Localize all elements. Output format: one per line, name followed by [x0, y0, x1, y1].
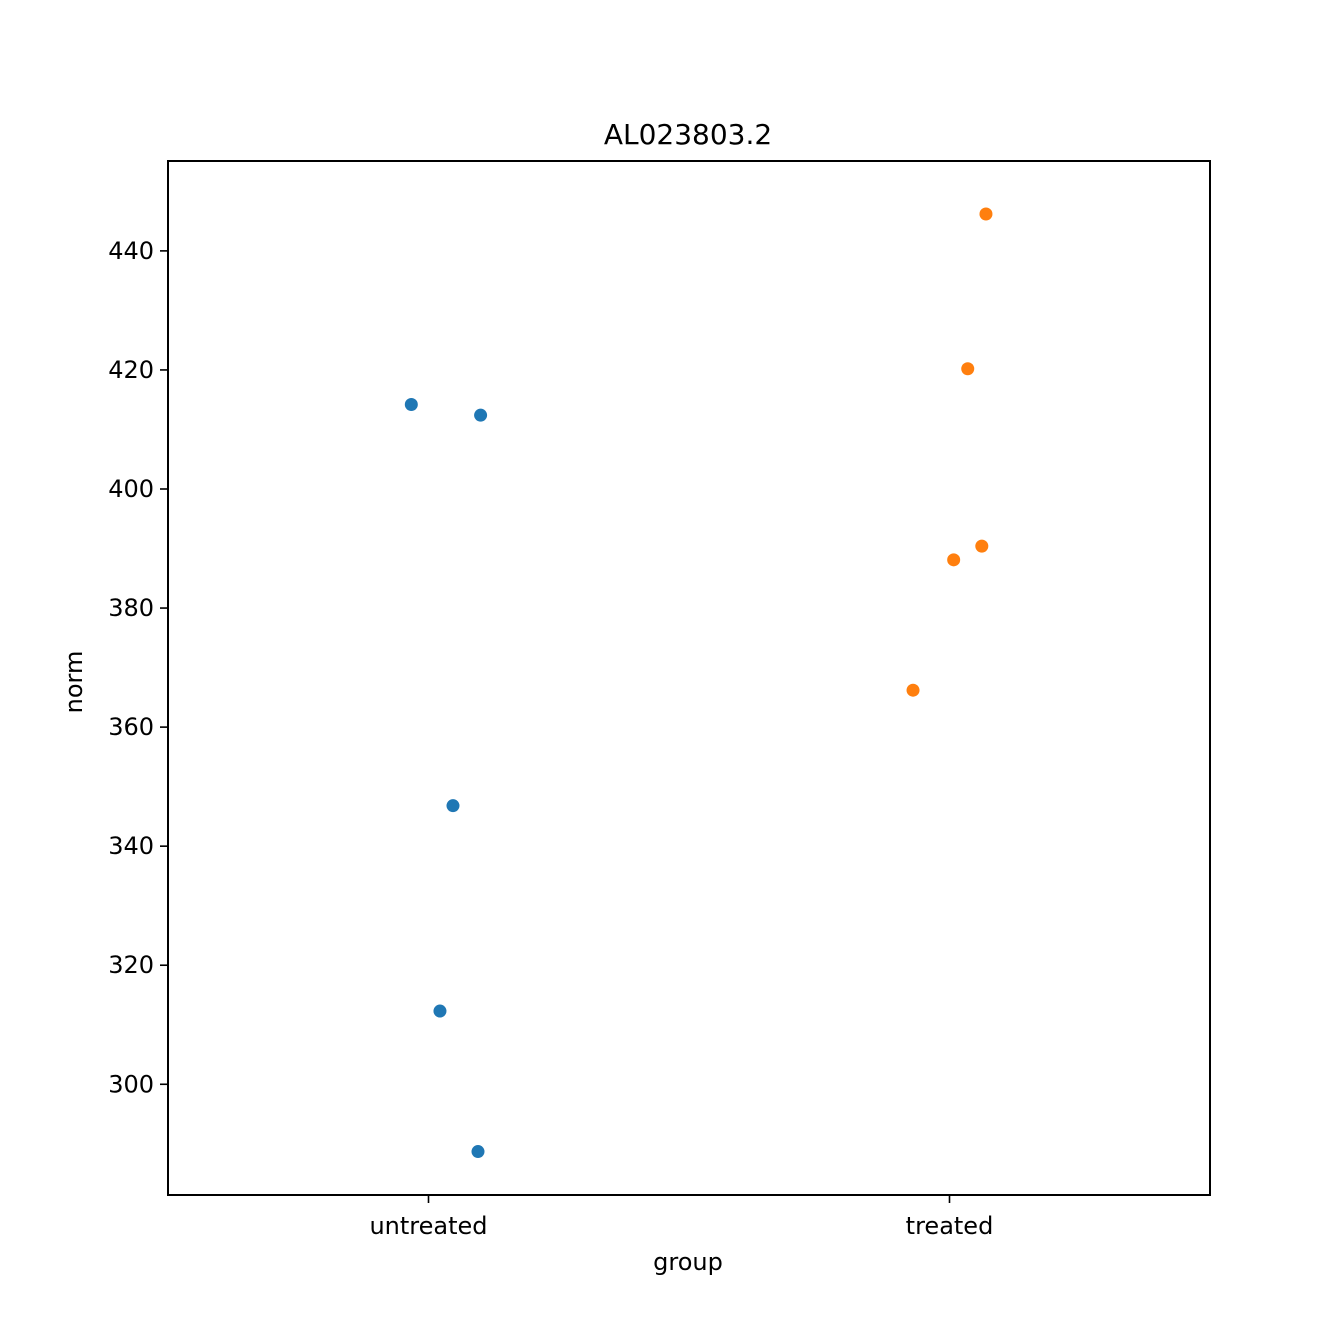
data-point-untreated: [474, 408, 488, 422]
data-point-treated: [906, 683, 920, 697]
data-point-treated: [975, 539, 989, 553]
x-tick-label: untreated: [369, 1212, 487, 1240]
y-tick-label: 400: [108, 475, 154, 503]
data-point-untreated: [446, 799, 460, 813]
y-tick-label: 320: [108, 951, 154, 979]
data-point-treated: [947, 553, 961, 567]
data-point-untreated: [471, 1145, 485, 1159]
y-tick-label: 440: [108, 237, 154, 265]
data-point-untreated: [404, 397, 418, 411]
x-tick-label: treated: [906, 1212, 994, 1240]
data-point-treated: [961, 362, 975, 376]
chart-title: AL023803.2: [604, 118, 772, 151]
plot-area: 300 320 340 360 380 400 420 440 untreated treated: [108, 207, 993, 1240]
y-tick-label: 360: [108, 713, 154, 741]
data-point-untreated: [433, 1004, 447, 1018]
y-tick-label: 300: [108, 1070, 154, 1098]
axes-frame: [167, 160, 1211, 1196]
y-tick-label: 380: [108, 594, 154, 622]
x-axis-label: group: [653, 1248, 723, 1276]
y-tick-label: 340: [108, 832, 154, 860]
y-axis-label: norm: [60, 651, 88, 714]
data-point-treated: [979, 207, 993, 221]
y-tick-label: 420: [108, 356, 154, 384]
